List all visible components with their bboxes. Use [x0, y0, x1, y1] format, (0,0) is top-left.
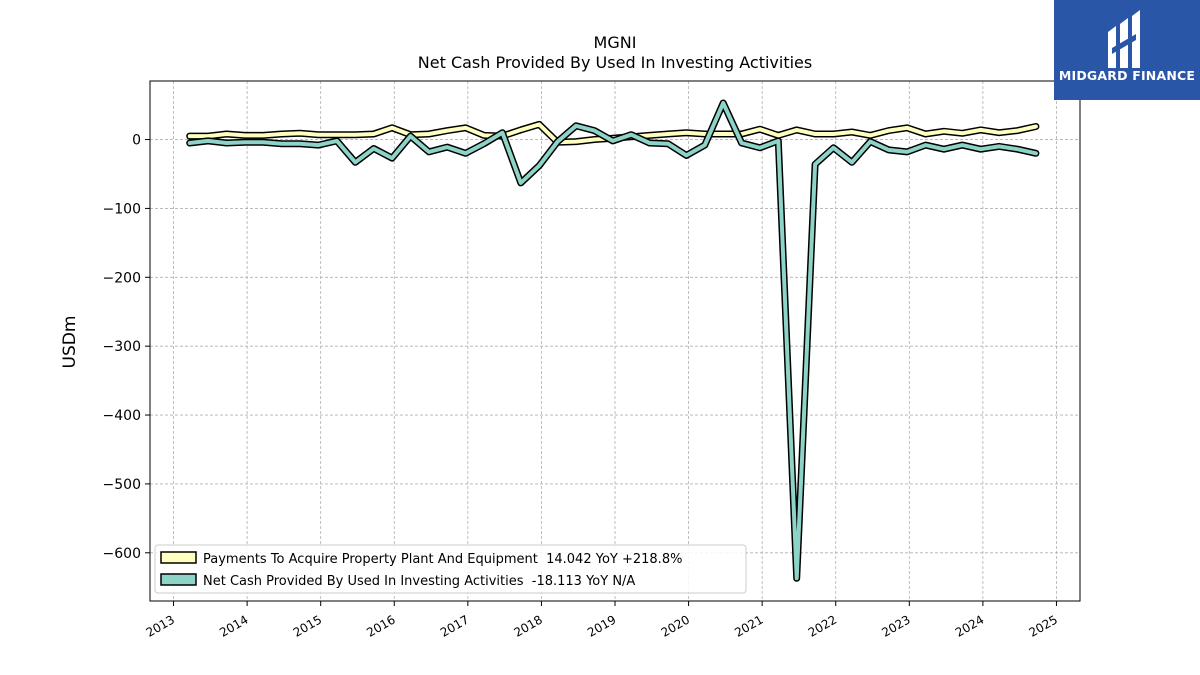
y-tick-label: −400	[103, 408, 141, 424]
plot-series	[186, 99, 1040, 582]
x-tick-label: 2023	[879, 612, 912, 639]
grid	[150, 81, 1080, 601]
legend-label-investing: Net Cash Provided By Used In Investing A…	[203, 574, 635, 589]
legend-swatch-investing	[160, 573, 197, 586]
x-tick-label: 2015	[291, 612, 324, 639]
x-tick-label: 2017	[438, 612, 471, 639]
x-tick-label: 2022	[806, 612, 839, 639]
legend-box	[154, 544, 747, 594]
y-tick-label: −300	[103, 339, 141, 355]
x-tick-label: 2020	[659, 612, 692, 639]
x-tick-label: 2021	[732, 612, 765, 639]
x-axis: 2013 2014 2015 2016 2017 2018 2019 2020 2021 2022…	[144, 601, 1060, 640]
x-tick-label: 2013	[144, 612, 177, 639]
x-tick-label: 2018	[511, 612, 544, 639]
y-tick-label: −500	[103, 477, 141, 493]
midgard-logo-icon	[1108, 10, 1140, 68]
y-axis-label: USDm	[60, 316, 80, 369]
chart-subtitle: Net Cash Provided By Used In Investing A…	[418, 53, 812, 72]
y-tick-label: −100	[103, 201, 141, 217]
y-axis: 0 −100 −200 −300 −400 −500 −600	[103, 133, 150, 562]
chart-title: MGNI	[594, 33, 637, 52]
brand-logo: MIDGARD FINANCE	[1054, 0, 1200, 100]
x-tick-label: 2019	[585, 612, 618, 639]
x-tick-label: 2014	[217, 612, 250, 639]
x-tick-label: 2024	[953, 612, 986, 639]
brand-name: MIDGARD FINANCE	[1058, 68, 1196, 83]
x-tick-label: 2016	[364, 612, 397, 639]
y-tick-label: −600	[103, 546, 141, 562]
legend-swatch-ppe	[160, 551, 197, 564]
x-tick-label: 2025	[1027, 612, 1060, 639]
series-line	[187, 101, 1038, 581]
legend: Payments To Acquire Property Plant And E…	[154, 544, 747, 594]
legend-label-ppe: Payments To Acquire Property Plant And E…	[203, 552, 682, 567]
y-tick-label: −200	[103, 270, 141, 286]
y-tick-label: 0	[132, 133, 141, 149]
